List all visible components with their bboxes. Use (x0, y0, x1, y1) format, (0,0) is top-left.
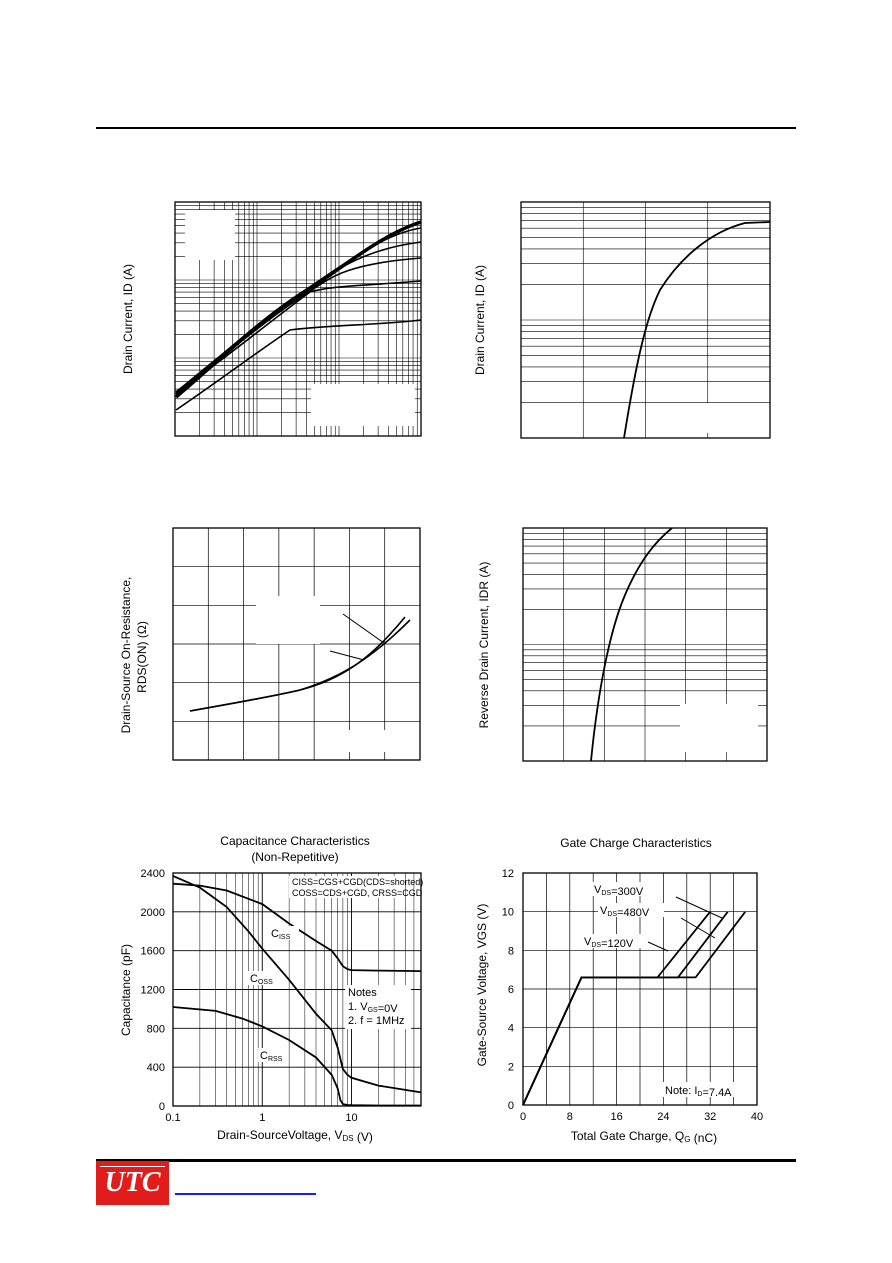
gate-x-tick-5: 40 (751, 1111, 763, 1123)
cap-title: Capacitance Characteristics (220, 834, 369, 848)
c4-curve (590, 527, 673, 762)
header-rule (96, 127, 796, 129)
cap-y-tick-0: 0 (159, 1101, 165, 1113)
cap-series-label-crss: CRSS (260, 1050, 283, 1063)
cap-notes-title: Notes (348, 987, 377, 999)
cap-label-bg-2 (258, 1048, 288, 1062)
gate-note: Note: ID=7.4A (665, 1085, 732, 1099)
cap-frame (172, 872, 422, 1107)
c3-y-axis-label-1: Drain-Source On-Resistance, (119, 577, 133, 734)
cap-y-tick-5: 2000 (141, 907, 165, 919)
cap-label-bg-1 (248, 971, 278, 985)
c4-frame (522, 527, 768, 762)
c3-leader-1 (342, 613, 385, 644)
c2-frame (520, 201, 771, 439)
c1-label-blank-bottom (311, 384, 415, 426)
cap-x-tick-0: 0.1 (165, 1112, 180, 1124)
c2-curve (623, 221, 771, 439)
cap-legend-line-0: CISS=CGS+CGD(CDS=shorted) (292, 877, 423, 887)
cap-series-label-ciss: CISS (271, 928, 291, 941)
chart-on-resistance: Drain-Source On-Resistance, RDS(ON) (Ω) (119, 527, 421, 761)
cap-notes-2: 2. f = 1MHz (348, 1015, 405, 1027)
gate-label-bg-1 (598, 903, 664, 917)
gate-note-bg (662, 1082, 752, 1097)
c4-grid (523, 528, 767, 761)
cap-label-bg-0 (269, 926, 299, 940)
cap-y-tick-1: 400 (147, 1062, 165, 1074)
gate-x-tick-4: 32 (704, 1111, 716, 1123)
utc-logo: UTC (96, 1161, 169, 1205)
gate-x-tick-2: 16 (610, 1111, 622, 1123)
c3-y-axis-label-2: RDS(ON) (Ω) (135, 621, 149, 693)
chart-capacitance: CISS COSS CRSS 0 400 800 1200 1600 2000 2400 0.1 1 1… (119, 834, 423, 1144)
c4-label-blank (680, 704, 758, 752)
gate-x-tick-3: 24 (657, 1111, 669, 1123)
gate-label-bg-2 (582, 934, 648, 948)
c3-frame (172, 527, 421, 761)
gate-x-tick-0: 0 (520, 1111, 526, 1123)
cap-series-ciss (172, 882, 422, 972)
cap-x-axis-label: Drain-SourceVoltage, VDS (V) (217, 1128, 373, 1144)
c1-curves (174, 220, 422, 411)
footer-rule (96, 1159, 796, 1162)
gate-y-tick-4: 8 (508, 945, 514, 957)
gate-y-tick-0: 0 (508, 1100, 514, 1112)
cap-x-tick-1: 1 (259, 1112, 265, 1124)
gate-x-axis-label: Total Gate Charge, QG (nC) (571, 1129, 717, 1145)
cap-legend-line-1: COSS=CDS+CGD, CRSS=CGD (292, 888, 423, 898)
c2-grid (521, 202, 770, 438)
gate-y-axis-label: Gate-Source Voltage, VGS (V) (475, 904, 489, 1067)
gate-label-bg-0 (592, 882, 658, 896)
c1-label-blank-top (185, 210, 235, 260)
gate-y-tick-2: 4 (508, 1023, 514, 1035)
cap-y-tick-6: 2400 (141, 868, 165, 880)
cap-y-tick-3: 1200 (141, 985, 165, 997)
gate-x-tick-1: 8 (567, 1111, 573, 1123)
gate-leader-2 (647, 941, 669, 952)
c2-label-blank (676, 403, 764, 433)
chart-drain-current-transfer: Drain Current, ID (A) (473, 201, 771, 439)
c4-y-axis-label: Reverse Drain Current, IDR (A) (477, 562, 491, 729)
cap-notes-bg (345, 985, 411, 1029)
cap-legend-bg (289, 876, 403, 898)
gate-series-label-2: VDS=120V (584, 936, 634, 950)
gate-y-tick-1: 2 (508, 1061, 514, 1073)
gate-series-2 (522, 911, 747, 1106)
cap-series-coss (172, 875, 422, 1094)
gate-title: Gate Charge Characteristics (560, 836, 711, 850)
cap-x-tick-2: 10 (345, 1112, 357, 1124)
gate-y-tick-3: 6 (508, 984, 514, 996)
cap-series-label-coss: COSS (250, 973, 273, 986)
gate-y-tick-6: 12 (502, 868, 514, 880)
gate-leader-0 (675, 896, 723, 919)
chart-drain-current-output: Drain Current, ID (A) (121, 201, 422, 437)
gate-series-label-0: VDS=300V (594, 884, 644, 898)
gate-frame (522, 872, 758, 1106)
cap-series-crss (172, 1006, 421, 1107)
cap-y-tick-2: 800 (147, 1023, 165, 1035)
logo-stripe (100, 1166, 165, 1167)
gate-leader-1 (680, 917, 716, 939)
c1-y-axis-label: Drain Current, ID (A) (121, 264, 135, 374)
c1-frame (174, 201, 422, 437)
cap-subtitle: (Non-Repetitive) (251, 850, 338, 864)
c3-label-blank-bottom (346, 730, 412, 752)
gate-y-tick-5: 10 (502, 907, 514, 919)
gate-series-label-1: VDS=480V (600, 905, 650, 919)
website-link[interactable] (175, 1193, 316, 1195)
cap-y-tick-4: 1600 (141, 946, 165, 958)
c2-y-axis-label: Drain Current, ID (A) (473, 265, 487, 375)
chart-reverse-drain-current: Reverse Drain Current, IDR (A) (477, 527, 768, 762)
c3-leader-2 (329, 650, 365, 661)
c3-curves (189, 616, 411, 712)
c3-label-blank-top (256, 596, 320, 644)
cap-notes-1: 1. VGS=0V (348, 1001, 398, 1015)
cap-y-axis-label: Capacitance (pF) (119, 944, 133, 1036)
